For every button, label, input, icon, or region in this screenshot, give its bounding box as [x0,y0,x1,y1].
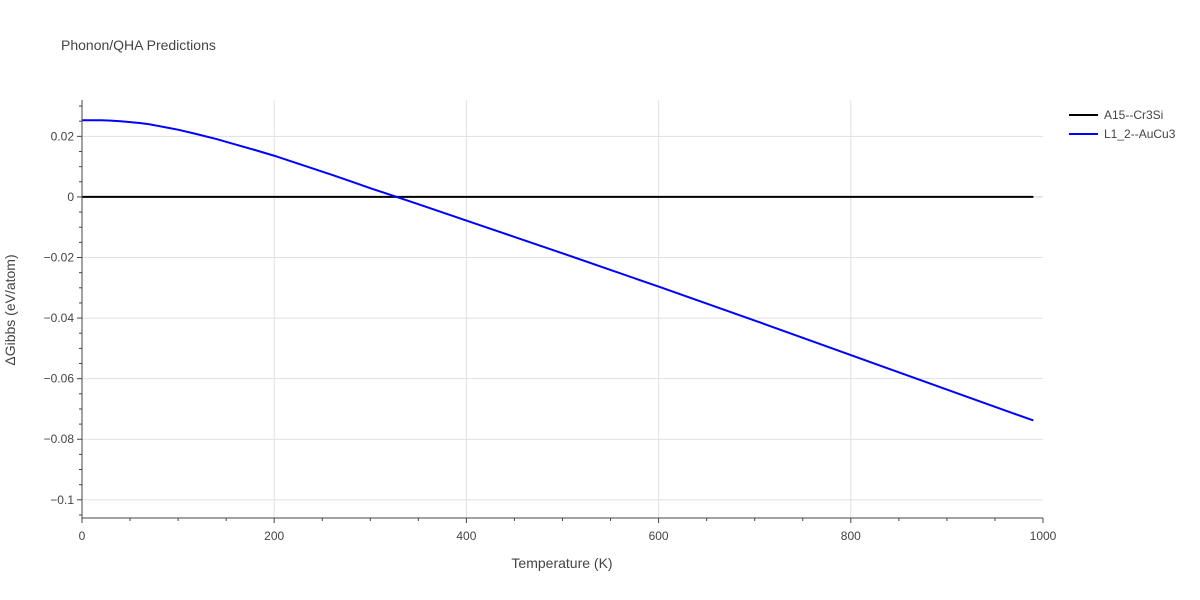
x-tick-label: 0 [79,529,86,543]
x-tick-label: 200 [264,529,284,543]
y-tick-label: −0.08 [44,432,75,446]
y-axis-ticks: 0.02 0 −0.02 −0.04 −0.06 −0.08 −0.1 [44,105,82,516]
legend-item[interactable]: A15--Cr3Si [1069,108,1163,122]
y-tick-label: −0.02 [44,251,75,265]
legend-label: A15--Cr3Si [1104,108,1163,122]
y-tick-label: −0.1 [50,493,74,507]
x-tick-label: 400 [456,529,476,543]
series-line-2 [82,119,1034,422]
grid [82,100,1043,518]
x-axis-ticks: 0 200 400 600 800 1000 [79,518,1057,543]
legend[interactable]: A15--Cr3Si L1_2--AuCu3 [1069,108,1176,141]
y-tick-label: −0.04 [44,311,75,325]
y-axis-title: ΔGibbs (eV/atom) [2,254,18,365]
x-axis-title: Temperature (K) [511,555,612,571]
y-tick-label: 0.02 [51,129,75,143]
x-tick-label: 1000 [1030,529,1057,543]
series-lines [82,119,1034,422]
y-tick-label: 0 [67,190,74,204]
legend-item[interactable]: L1_2--AuCu3 [1069,127,1176,141]
axes [81,100,1043,519]
x-tick-label: 600 [649,529,669,543]
chart-title: Phonon/QHA Predictions [61,37,216,53]
x-tick-label: 800 [841,529,861,543]
y-tick-label: −0.06 [44,372,75,386]
legend-label: L1_2--AuCu3 [1104,127,1176,141]
